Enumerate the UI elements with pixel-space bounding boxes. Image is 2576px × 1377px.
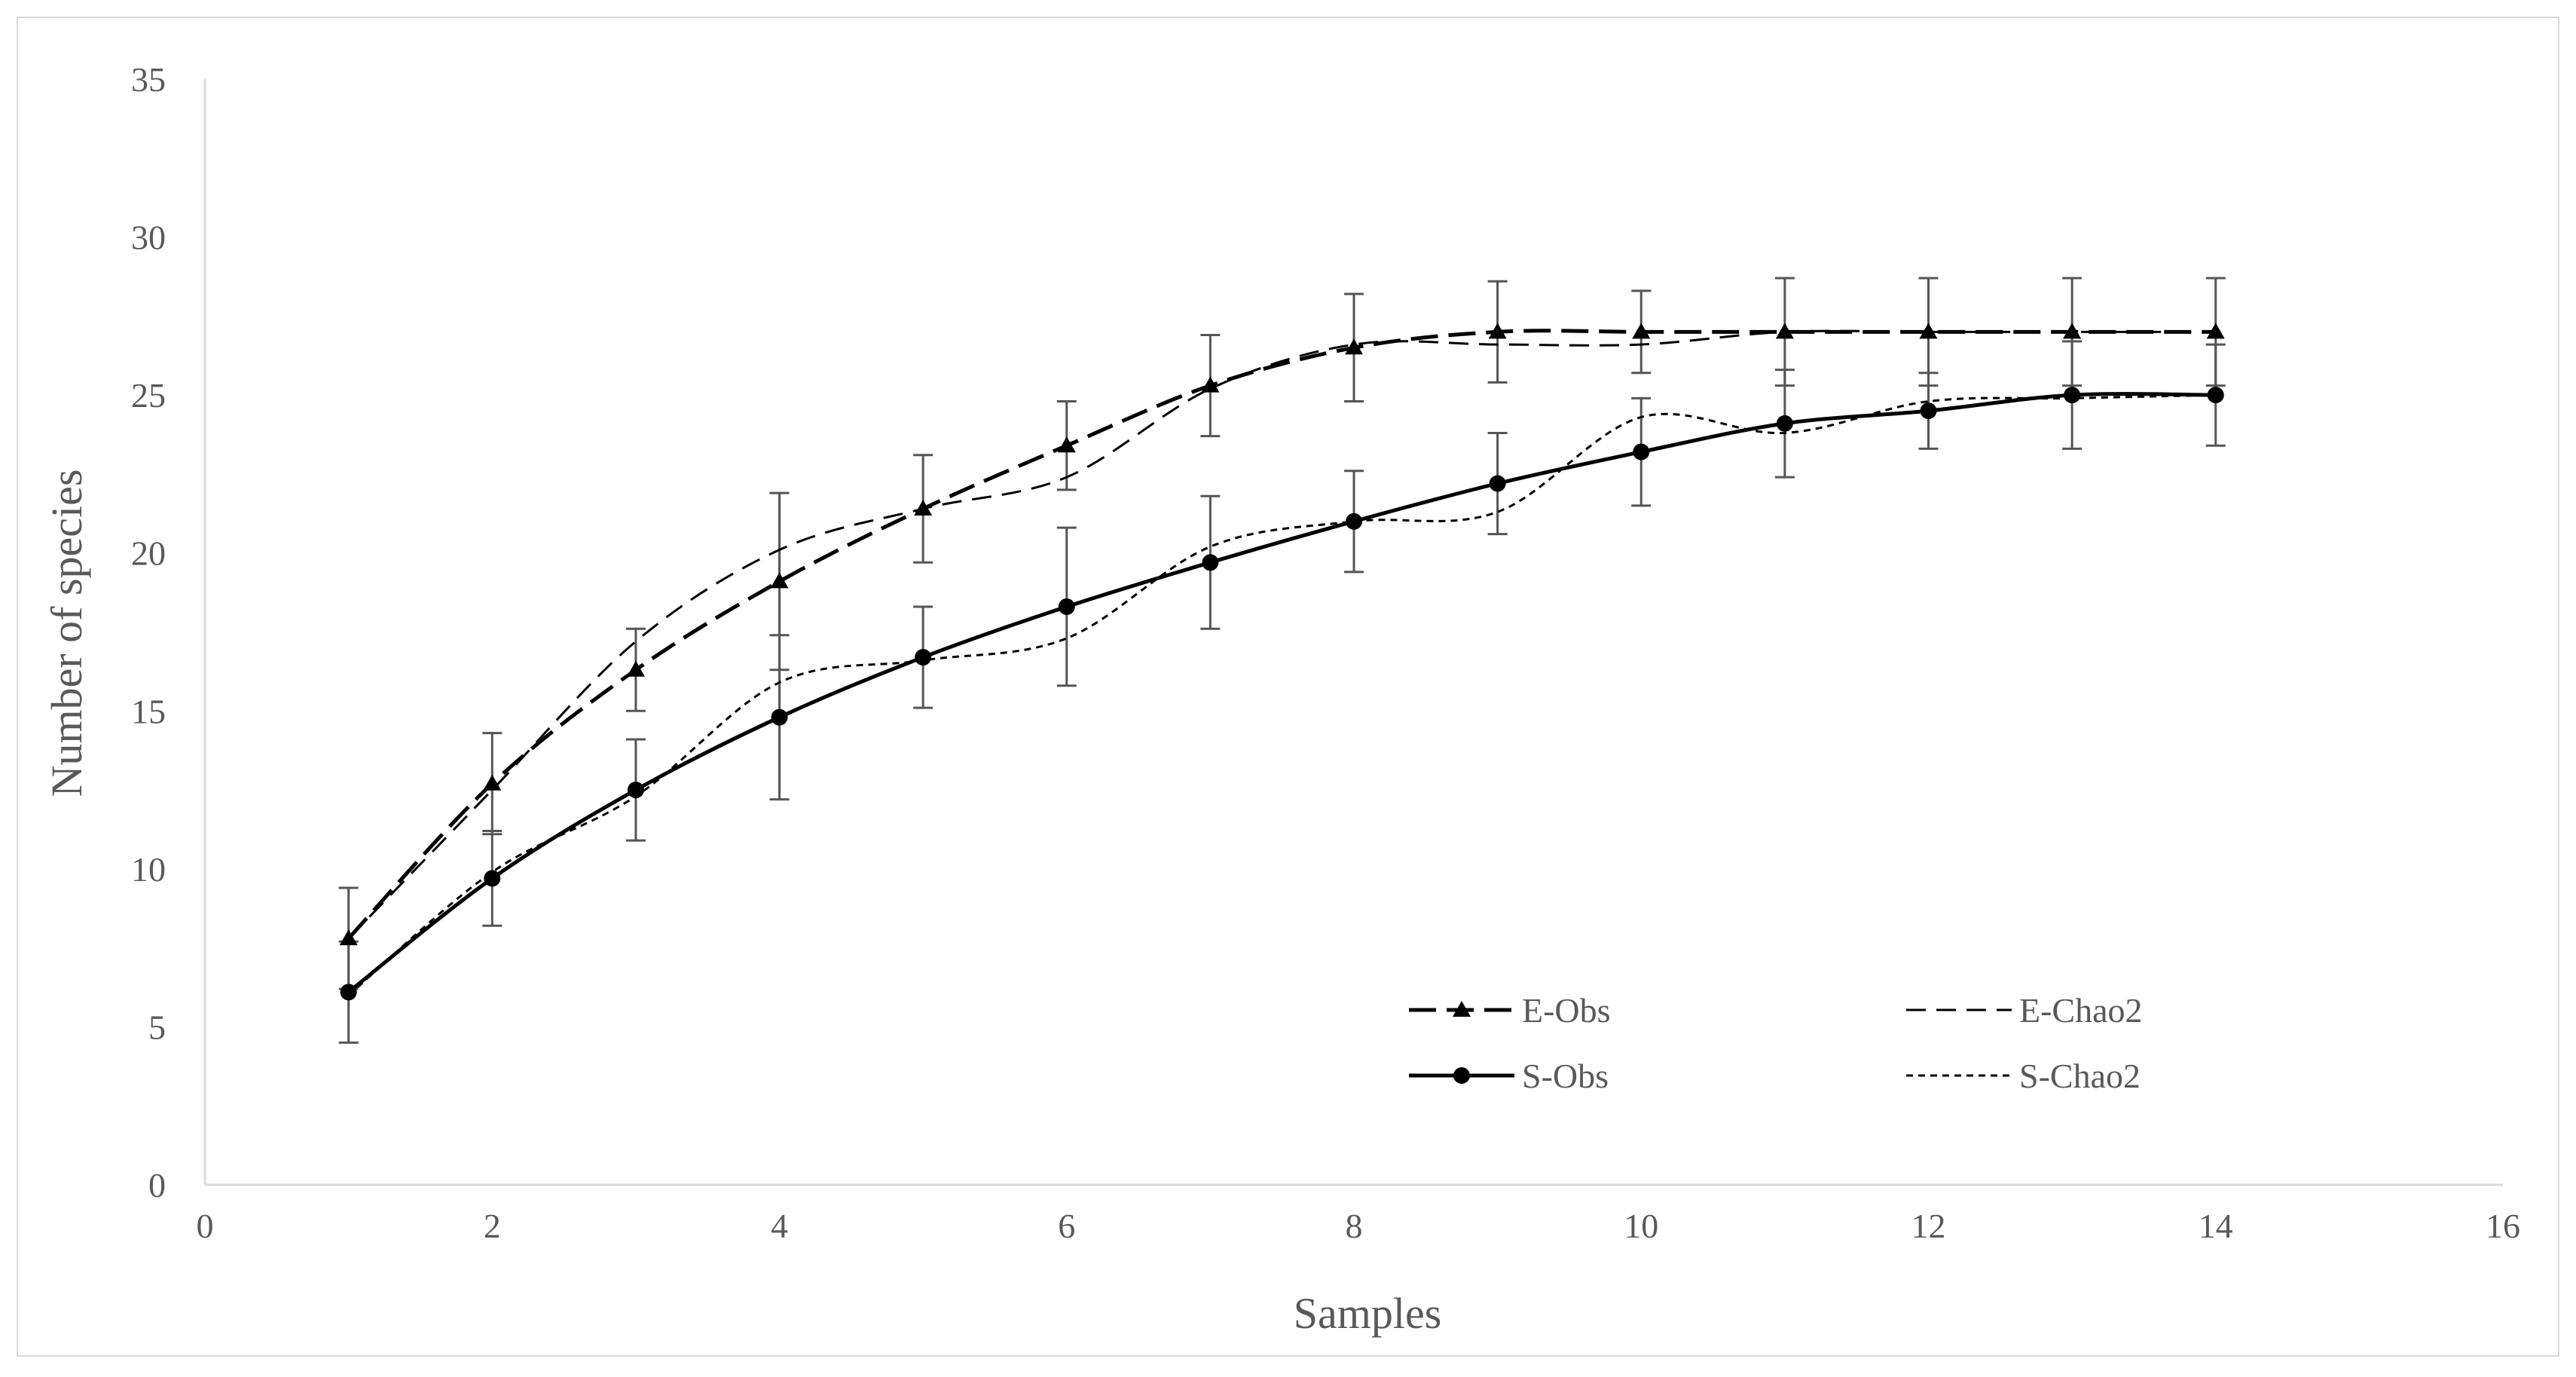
s-obs-point [1633, 443, 1650, 461]
x-axis-title: Samples [1294, 1289, 1442, 1338]
e-obs-point [1919, 323, 1938, 339]
e-chao2-series-line [347, 329, 2216, 940]
legend-label-s-obs: S-Obs [1522, 1057, 1609, 1095]
x-tick-label: 8 [1346, 1207, 1363, 1245]
e-obs-point [914, 500, 933, 516]
y-tick-label: 10 [131, 850, 166, 889]
y-tick-label: 5 [148, 1008, 166, 1046]
x-tick-label: 0 [197, 1207, 214, 1245]
x-tick-label: 4 [771, 1207, 788, 1245]
x-tick-label: 2 [484, 1207, 501, 1245]
e-obs-point [339, 929, 358, 946]
axes: 0 2 4 6 8 10 12 14 16 0 5 10 15 20 25 30 35 [131, 60, 2520, 1245]
y-tick-label: 25 [131, 376, 166, 415]
e-obs-point [770, 572, 789, 589]
x-tick-label: 14 [2199, 1207, 2233, 1245]
e-obs-point [2063, 323, 2082, 339]
legend: E-Obs E-Chao2 S-Obs S-Chao2 [1409, 991, 2143, 1095]
s-obs-point [1346, 513, 1362, 530]
e-obs-point [483, 774, 502, 791]
s-obs-point [627, 782, 644, 799]
s-obs-point [1489, 475, 1506, 492]
s-chao2-series-line [347, 393, 2216, 996]
axis-labels: Samples Number of species [42, 470, 1441, 1338]
s-obs-point [1776, 415, 1793, 432]
legend-marker-e-obs [1453, 1001, 1471, 1017]
e-obs-point [1488, 323, 1507, 339]
s-obs-point [2207, 387, 2224, 404]
s-obs-point [484, 870, 501, 887]
x-tick-label: 16 [2486, 1207, 2520, 1245]
s-obs-point [1202, 554, 1219, 571]
x-tick-label: 10 [1624, 1207, 1658, 1245]
y-tick-label: 15 [131, 692, 166, 730]
chart-frame [17, 17, 2559, 1357]
s-obs-point [1920, 402, 1937, 420]
legend-label-e-obs: E-Obs [1522, 991, 1611, 1030]
s-obs-point [771, 708, 788, 726]
y-tick-label: 35 [131, 60, 166, 99]
s-obs-point [2064, 387, 2081, 404]
x-tick-label: 12 [1911, 1207, 1946, 1245]
e-obs-point [1775, 323, 1794, 339]
legend-label-s-chao2: S-Chao2 [2019, 1057, 2141, 1095]
s-obs-point [915, 649, 932, 666]
y-tick-label: 20 [131, 534, 166, 573]
y-tick-label: 30 [131, 219, 166, 257]
y-axis-title: Number of species [42, 470, 91, 797]
s-obs-point [1058, 598, 1075, 615]
e-obs-point [626, 660, 645, 677]
y-tick-label: 0 [148, 1166, 166, 1204]
series-markers [339, 323, 2225, 1001]
e-obs-point [1201, 376, 1220, 393]
s-obs-point [340, 984, 357, 1001]
e-obs-point [1057, 436, 1076, 453]
e-obs-point [1632, 323, 1651, 339]
legend-label-e-chao2: E-Chao2 [2019, 991, 2143, 1030]
e-obs-point [1345, 338, 1363, 355]
e-obs-point [2206, 323, 2225, 339]
legend-marker-s-obs [1453, 1067, 1470, 1084]
x-tick-label: 6 [1058, 1207, 1075, 1245]
